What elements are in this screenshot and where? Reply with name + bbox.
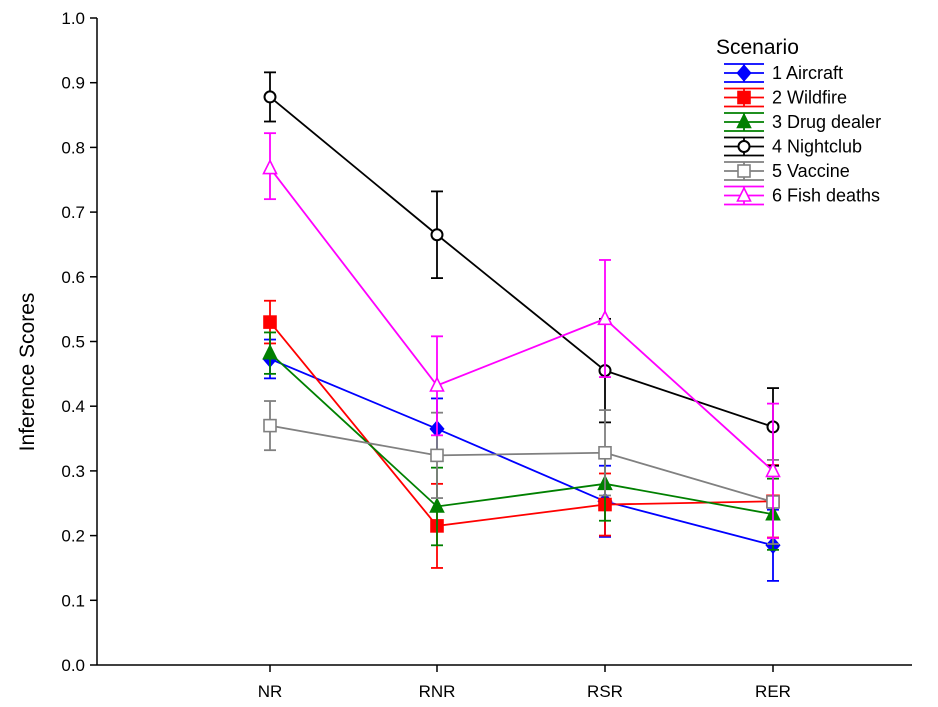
legend-label: 2 Wildfire xyxy=(772,88,847,108)
y-tick-label: 0.0 xyxy=(61,656,85,675)
data-point xyxy=(262,158,278,175)
data-point xyxy=(263,315,277,329)
y-tick-label: 0.1 xyxy=(61,591,85,610)
x-tick-label: RER xyxy=(755,682,791,701)
data-point xyxy=(598,445,612,460)
data-point xyxy=(597,309,613,326)
y-tick-label: 0.9 xyxy=(61,74,85,93)
x-tick-label: RSR xyxy=(587,682,623,701)
series-5 xyxy=(263,400,780,545)
series-6 xyxy=(262,132,781,540)
y-tick-label: 0.6 xyxy=(61,268,85,287)
legend-item-5: 5 Vaccine xyxy=(724,161,850,181)
legend-item-6: 6 Fish deaths xyxy=(724,186,880,206)
legend-item-2: 2 Wildfire xyxy=(724,88,847,108)
series-line xyxy=(269,167,774,472)
legend-marker xyxy=(736,186,752,202)
series-3 xyxy=(262,331,781,551)
series-4 xyxy=(263,71,780,467)
plot-area xyxy=(262,71,781,582)
series-line xyxy=(269,352,774,516)
series-2 xyxy=(263,299,780,569)
y-tick-label: 0.8 xyxy=(61,138,85,157)
series-line xyxy=(269,424,774,503)
legend-marker xyxy=(737,164,751,178)
legend-item-4: 4 Nightclub xyxy=(724,137,862,157)
series-line xyxy=(269,358,774,547)
legend-label: 5 Vaccine xyxy=(772,161,850,181)
legend-marker xyxy=(736,112,752,129)
legend-marker xyxy=(737,140,751,153)
legend-item-3: 3 Drug dealer xyxy=(724,112,881,132)
data-point xyxy=(263,418,277,433)
data-point xyxy=(430,448,444,463)
legend-marker xyxy=(737,90,751,105)
legend-label: 1 Aircraft xyxy=(772,63,843,83)
y-tick-label: 0.2 xyxy=(61,527,85,546)
series-line xyxy=(269,321,774,527)
axes: 0.0 0.1 0.2 0.3 0.4 0.5 0.6 0.7 0.8 0.9 1.0 NR RNR RS… xyxy=(61,9,912,701)
legend-label: 3 Drug dealer xyxy=(772,112,881,132)
x-tick-label: RNR xyxy=(419,682,456,701)
data-point xyxy=(429,376,445,392)
legend-title: Scenario xyxy=(716,36,799,59)
data-point xyxy=(429,497,445,513)
y-tick-label: 0.4 xyxy=(61,397,85,416)
y-tick-label: 1.0 xyxy=(61,9,85,28)
data-point xyxy=(430,228,444,242)
data-point xyxy=(263,90,277,104)
y-axis-title: Inference Scores xyxy=(16,293,39,452)
series-line xyxy=(269,96,774,428)
series-1 xyxy=(262,338,781,582)
legend-item-1: 1 Aircraft xyxy=(724,63,843,83)
y-tick-label: 0.5 xyxy=(61,333,85,352)
y-tick-label: 0.3 xyxy=(61,462,85,481)
legend: Scenario 1 Aircraft 2 Wildfire 3 Drug deale… xyxy=(716,36,881,206)
x-tick-label: NR xyxy=(258,682,283,701)
legend-marker xyxy=(736,64,752,82)
legend-label: 6 Fish deaths xyxy=(772,186,880,206)
data-point xyxy=(765,461,781,478)
legend-label: 4 Nightclub xyxy=(772,137,862,157)
data-point xyxy=(262,343,278,360)
y-tick-label: 0.7 xyxy=(61,203,85,222)
